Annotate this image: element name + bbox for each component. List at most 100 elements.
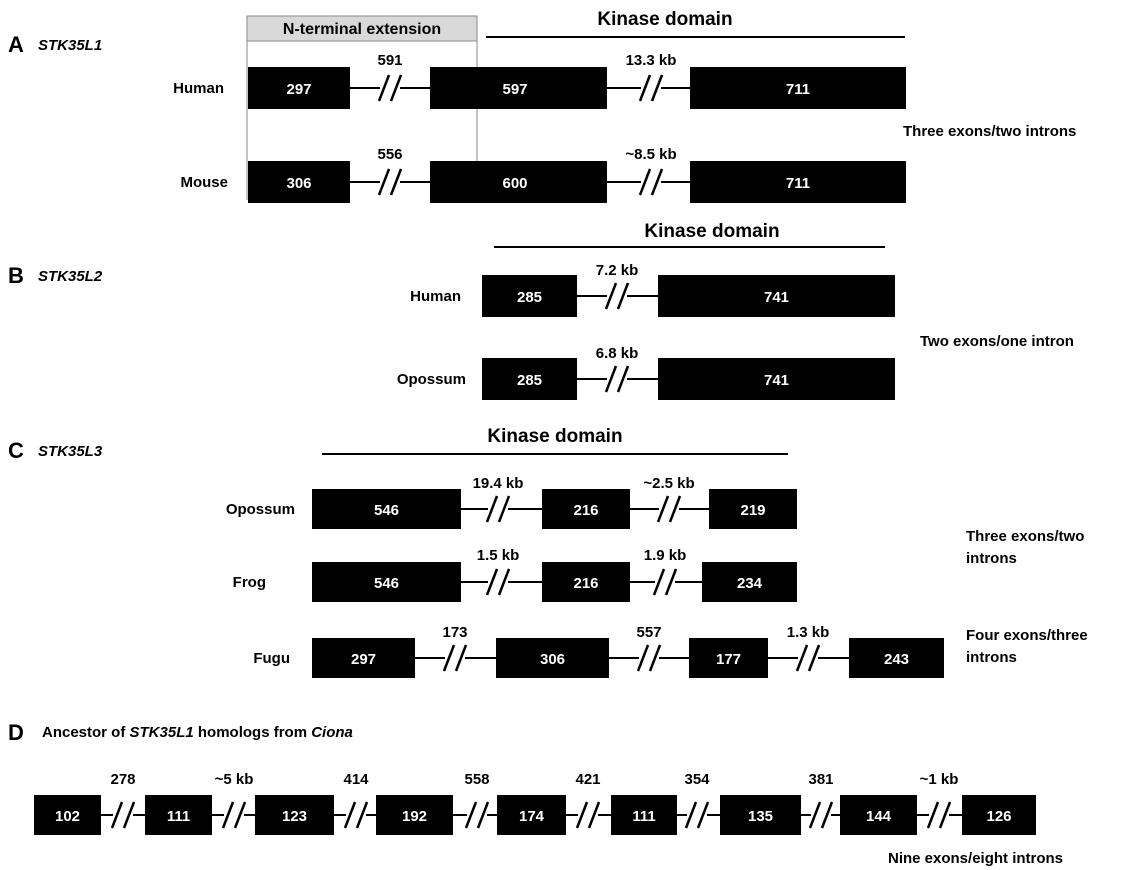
intron-break-mark — [476, 801, 490, 829]
exon-box — [248, 67, 350, 109]
exon-box — [709, 489, 797, 529]
intron-break-mark — [938, 801, 952, 829]
exon-box — [312, 489, 461, 529]
exon-length-label: 285 — [517, 289, 542, 306]
panel-a-note: Three exons/two introns — [903, 123, 1076, 140]
intron-length-label: ~1 kb — [920, 771, 959, 788]
intron-length-label: 414 — [343, 771, 369, 788]
panel-d-title: Ancestor of STK35L1 homologs from Ciona — [42, 724, 353, 741]
exon-length-label: 546 — [374, 575, 399, 592]
exon-length-label: 123 — [282, 808, 307, 825]
intron-length-label: 556 — [377, 146, 402, 163]
panel-d-title-mid: homologs from — [194, 724, 312, 741]
panel-d-title-species: Ciona — [311, 724, 353, 741]
exon-length-label: 192 — [402, 808, 427, 825]
exon-box — [702, 562, 797, 602]
exon-box — [690, 161, 906, 203]
intron-break-mark — [648, 644, 662, 672]
panel-b: B STK35L2 Kinase domain Two exons/one in… — [8, 221, 1074, 350]
exon-length-label: 102 — [55, 808, 80, 825]
intron-length-label: ~2.5 kb — [643, 475, 694, 492]
gene-row-c-frog: Frog 1.5 kb 1.9 kb 546 216 234 — [233, 547, 797, 602]
exon-length-label: 144 — [866, 808, 892, 825]
exon-box — [962, 795, 1036, 835]
intron-break-mark — [110, 801, 124, 829]
exon-length-label: 711 — [786, 175, 810, 192]
exon-box — [430, 161, 607, 203]
exon-box — [482, 275, 577, 317]
intron-break-mark — [575, 801, 589, 829]
species-label: Frog — [233, 574, 266, 591]
panel-a-kinase-domain-label: Kinase domain — [597, 9, 732, 30]
exon-box — [720, 795, 801, 835]
exon-length-label: 135 — [748, 808, 773, 825]
panel-a-gene: STK35L1 — [38, 37, 102, 54]
exon-length-label: 174 — [519, 808, 545, 825]
exon-box — [312, 638, 415, 678]
intron-break-mark — [485, 568, 499, 596]
panel-b-gene: STK35L2 — [38, 268, 103, 285]
exon-box — [658, 358, 895, 400]
species-label: Opossum — [397, 371, 466, 388]
panel-d-note: Nine exons/eight introns — [888, 850, 1063, 867]
panel-d-title-prefix: Ancestor of — [42, 724, 130, 741]
intron-length-label: 591 — [377, 52, 402, 69]
intron-length-label: 19.4 kb — [473, 475, 524, 492]
exon-box — [542, 489, 630, 529]
species-label: Fugu — [253, 650, 290, 667]
gene-row-b-opossum: Opossum 6.8 kb 285 741 — [397, 345, 895, 400]
intron-length-label: 354 — [684, 771, 710, 788]
intron-break-mark — [650, 74, 664, 102]
species-label: Human — [410, 288, 461, 305]
intron-break-mark — [485, 495, 499, 523]
panel-d-title-gene: STK35L1 — [130, 724, 194, 741]
intron-break-mark — [650, 168, 664, 196]
panel-c-note-three-exons-2: introns — [966, 550, 1017, 567]
gene-row-c-opossum: Opossum 19.4 kb ~2.5 kb 546 216 219 — [226, 475, 797, 529]
intron-break-mark — [636, 644, 650, 672]
exon-box — [690, 67, 906, 109]
species-label: Opossum — [226, 501, 295, 518]
exon-length-label: 597 — [502, 81, 527, 98]
panel-c-gene: STK35L3 — [38, 443, 103, 460]
panel-b-kinase-domain-label: Kinase domain — [644, 221, 779, 242]
exon-box — [611, 795, 677, 835]
exon-box — [689, 638, 768, 678]
intron-break-mark — [442, 644, 456, 672]
intron-break-mark — [377, 168, 391, 196]
n-terminal-extension-label: N-terminal extension — [283, 21, 441, 38]
exon-box — [658, 275, 895, 317]
intron-length-label: ~5 kb — [215, 771, 254, 788]
exon-length-label: 600 — [502, 175, 527, 192]
intron-break-mark — [355, 801, 369, 829]
intron-length-label: 557 — [636, 624, 661, 641]
intron-break-mark — [684, 801, 698, 829]
panel-d: D Ancestor of STK35L1 homologs from Cion… — [8, 720, 1063, 867]
intron-break-mark — [497, 568, 511, 596]
exon-box — [496, 638, 609, 678]
exon-box — [376, 795, 453, 835]
exon-box — [255, 795, 334, 835]
intron-break-mark — [616, 282, 630, 310]
intron-break-mark — [638, 168, 652, 196]
panel-c-note-three-exons-1: Three exons/two — [966, 528, 1084, 545]
intron-break-mark — [377, 74, 391, 102]
panel-a-letter: A — [8, 32, 24, 57]
intron-length-label: 13.3 kb — [626, 52, 677, 69]
intron-break-mark — [652, 568, 666, 596]
exon-length-label: 216 — [573, 575, 598, 592]
exon-length-label: 216 — [573, 502, 598, 519]
intron-break-mark — [604, 365, 618, 393]
panel-c-note-four-exons-1: Four exons/three — [966, 627, 1088, 644]
intron-break-mark — [221, 801, 235, 829]
panel-c-kinase-domain-label: Kinase domain — [487, 426, 622, 447]
panel-b-letter: B — [8, 263, 24, 288]
exon-box — [849, 638, 944, 678]
exon-length-label: 711 — [786, 81, 810, 98]
exon-length-label: 546 — [374, 502, 399, 519]
panel-d-letter: D — [8, 720, 24, 745]
intron-length-label: 558 — [464, 771, 489, 788]
intron-break-mark — [389, 168, 403, 196]
intron-break-mark — [587, 801, 601, 829]
